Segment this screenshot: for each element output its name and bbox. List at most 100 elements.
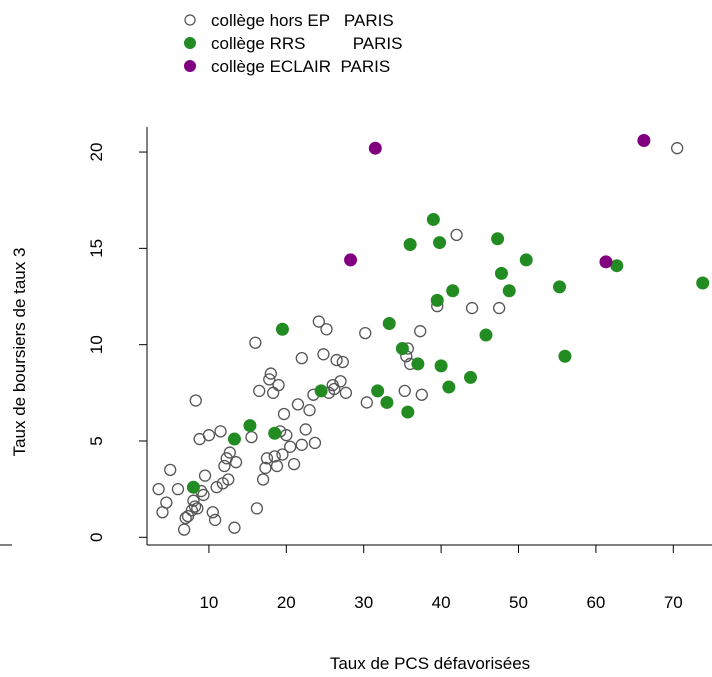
data-point-series-2 xyxy=(519,253,533,267)
data-point-series-1 xyxy=(249,336,262,349)
x-tick-label: 30 xyxy=(354,593,373,612)
data-point-series-1 xyxy=(360,396,373,409)
data-point-series-1 xyxy=(222,473,235,486)
data-point-series-1 xyxy=(250,502,264,515)
data-point-series-1 xyxy=(178,523,191,536)
data-point-series-2 xyxy=(434,359,448,373)
data-point-series-1 xyxy=(450,228,463,242)
data-point-series-1 xyxy=(152,482,165,496)
x-tick-label: 40 xyxy=(432,593,451,612)
data-point-series-1 xyxy=(493,301,506,315)
data-point-series-1 xyxy=(415,388,428,401)
data-point-series-1 xyxy=(223,446,236,459)
data-point-series-1 xyxy=(188,500,202,513)
data-point-series-2 xyxy=(558,349,572,363)
data-point-series-1 xyxy=(256,473,270,486)
data-point-series-1 xyxy=(312,315,325,328)
legend-label: collège RRS PARIS xyxy=(211,34,402,53)
y-tick-label: 10 xyxy=(87,335,106,354)
data-point-series-2 xyxy=(243,419,257,433)
data-point-series-1 xyxy=(160,496,173,509)
data-point-series-1 xyxy=(276,448,289,461)
legend-label: collège hors EP PARIS xyxy=(211,11,394,30)
data-point-series-1 xyxy=(339,386,353,399)
data-point-series-1 xyxy=(228,521,241,534)
data-point-series-3 xyxy=(368,141,382,155)
x-axis-label: Taux de PCS défavorisées xyxy=(330,654,530,673)
data-point-series-1 xyxy=(189,394,202,407)
data-point-series-2 xyxy=(610,259,624,273)
data-point-series-2 xyxy=(494,266,508,280)
data-point-series-1 xyxy=(291,398,305,411)
data-point-series-1 xyxy=(270,459,284,473)
data-points xyxy=(152,133,710,536)
data-point-series-2 xyxy=(430,293,444,307)
data-point-series-1 xyxy=(185,504,199,517)
data-point-series-3 xyxy=(344,253,358,267)
y-tick-label: 5 xyxy=(87,436,106,445)
data-point-series-1 xyxy=(334,375,347,388)
data-point-series-1 xyxy=(259,461,272,475)
x-tick-label: 50 xyxy=(509,593,528,612)
data-point-series-1 xyxy=(197,488,210,502)
data-point-series-2 xyxy=(696,276,710,290)
data-point-series-1 xyxy=(253,384,266,398)
data-point-series-1 xyxy=(299,423,312,436)
data-point-series-1 xyxy=(191,502,204,515)
data-point-series-1 xyxy=(267,386,280,399)
data-point-series-1 xyxy=(328,382,341,396)
data-point-series-1 xyxy=(210,481,223,494)
data-point-series-1 xyxy=(287,457,301,471)
data-point-series-2 xyxy=(401,405,415,419)
data-point-series-1 xyxy=(359,326,372,340)
data-point-series-1 xyxy=(280,429,293,442)
data-point-series-1 xyxy=(260,452,274,465)
x-tick-label: 10 xyxy=(199,593,218,612)
data-point-series-2 xyxy=(491,232,505,246)
x-tick-label: 70 xyxy=(664,593,683,612)
data-point-series-1 xyxy=(303,404,316,417)
data-point-series-2 xyxy=(371,384,385,398)
data-point-series-2 xyxy=(502,284,516,298)
plot-area: 10 20 30 40 50 60 70 0 5 10 15 20 xyxy=(87,127,712,612)
data-point-series-1 xyxy=(317,348,330,361)
data-point-series-1 xyxy=(245,430,258,444)
data-point-series-2 xyxy=(186,480,200,494)
data-point-series-2 xyxy=(314,384,328,398)
data-point-series-2 xyxy=(426,212,440,226)
data-point-series-1 xyxy=(272,378,285,392)
data-point-series-2 xyxy=(382,316,396,330)
data-point-series-1 xyxy=(398,384,411,398)
data-point-series-1 xyxy=(214,425,227,438)
data-point-series-2 xyxy=(275,322,289,336)
data-point-series-2 xyxy=(553,280,567,294)
data-point-series-2 xyxy=(479,328,493,342)
data-point-series-2 xyxy=(411,357,425,371)
data-point-series-3 xyxy=(637,133,651,147)
data-point-series-2 xyxy=(433,236,447,250)
x-ticks: 10 20 30 40 50 60 70 xyxy=(199,545,683,612)
data-point-series-1 xyxy=(229,456,243,469)
data-point-series-1 xyxy=(277,407,291,421)
data-point-series-1 xyxy=(268,450,281,463)
data-point-series-2 xyxy=(395,342,409,356)
data-point-series-2 xyxy=(380,395,394,409)
data-point-series-1 xyxy=(336,355,349,369)
data-point-series-2 xyxy=(227,432,241,446)
data-point-series-1 xyxy=(198,469,212,482)
y-tick-label: 15 xyxy=(87,239,106,258)
data-point-series-3 xyxy=(599,255,613,269)
data-point-series-2 xyxy=(446,284,460,298)
y-tick-label: 20 xyxy=(87,143,106,162)
data-point-series-1 xyxy=(671,142,684,155)
legend-marker xyxy=(184,37,196,49)
data-point-series-1 xyxy=(264,367,277,380)
legend-label: collège ECLAIR PARIS xyxy=(211,57,390,76)
data-point-series-1 xyxy=(179,511,192,525)
y-axis-label: Taux de boursiers de taux 3 xyxy=(10,248,29,457)
data-point-series-1 xyxy=(295,438,308,451)
data-point-series-1 xyxy=(208,513,222,527)
data-point-series-1 xyxy=(295,352,308,365)
data-point-series-1 xyxy=(263,373,276,386)
